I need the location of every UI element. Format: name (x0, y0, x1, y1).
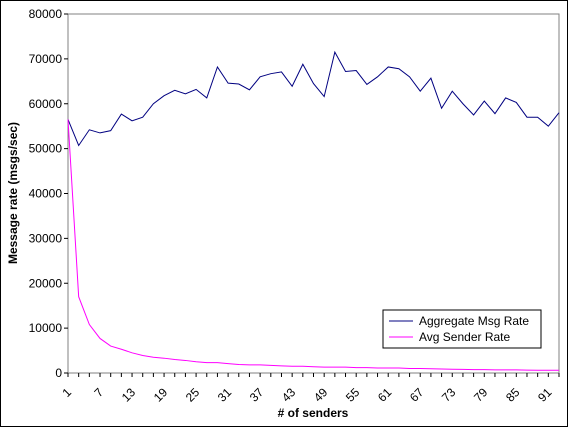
y-tick-label: 0 (55, 366, 62, 380)
series-line-avg-sender-rate (67, 119, 560, 371)
series-layer (67, 50, 560, 371)
legend-box (382, 309, 542, 349)
y-tick-label: 30000 (29, 231, 63, 245)
x-axis-title: # of senders (278, 406, 349, 420)
series-line-aggregate-msg-rate (67, 50, 560, 147)
y-axis: 0 10000 20000 30000 40000 50000 60000 70000 8000… (29, 7, 68, 380)
y-tick-label: 60000 (29, 97, 63, 111)
y-tick-label: 40000 (29, 187, 63, 201)
y-tick-label: 50000 (29, 142, 63, 156)
legend-label: Avg Sender Rate (419, 330, 510, 344)
y-tick-label: 20000 (29, 276, 63, 290)
legend: Aggregate Msg Rate Avg Sender Rate (382, 309, 542, 349)
y-tick-label: 10000 (29, 321, 63, 335)
y-axis-title: Message rate (msgs/sec) (6, 122, 20, 264)
legend-label: Aggregate Msg Rate (419, 314, 529, 328)
y-tick-label: 70000 (29, 52, 63, 66)
y-tick-label: 80000 (29, 7, 63, 21)
